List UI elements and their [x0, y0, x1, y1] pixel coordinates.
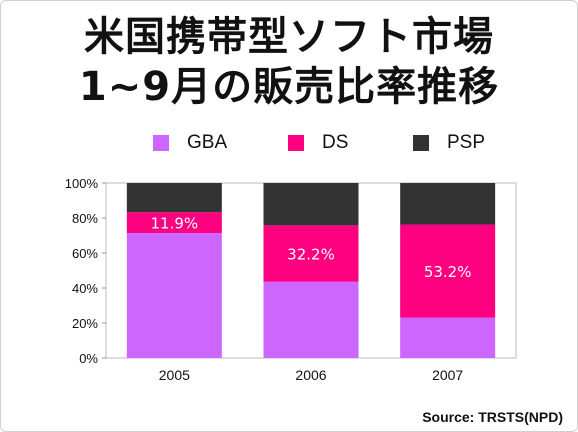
- legend-item-ds: DS: [288, 131, 348, 155]
- legend-swatch-psp: [413, 135, 429, 151]
- x-tick-label-2005: 2005: [159, 367, 190, 383]
- y-tick-label: 0%: [79, 351, 98, 366]
- y-tick-label: 60%: [72, 246, 98, 261]
- y-tick-label: 100%: [65, 176, 99, 191]
- bar-psp-2007: [400, 183, 496, 225]
- legend-item-gba: GBA: [153, 131, 227, 155]
- bar-gba-2007: [400, 317, 496, 358]
- legend-swatch-gba: [153, 135, 169, 151]
- legend-label-psp: PSP: [447, 132, 486, 153]
- bar-ds-2006: [263, 225, 359, 282]
- legend-label-gba: GBA: [187, 132, 228, 153]
- legend-item-psp: PSP: [413, 131, 485, 155]
- legend: GBA DS PSP: [1, 131, 577, 155]
- chart-title-line1: 米国携帯型ソフト市場: [84, 14, 494, 60]
- bar-psp-2005: [126, 183, 222, 213]
- bar-ds-2005: [126, 212, 222, 234]
- legend-swatch-ds: [288, 135, 304, 151]
- bar-gba-2005: [126, 233, 222, 358]
- chart-title-line2: 1~9月の販売比率推移: [78, 64, 500, 110]
- data-label-ds-2005: 11.9%: [151, 215, 199, 233]
- data-label-ds-2006: 32.2%: [287, 246, 335, 264]
- data-label-ds-2007: 53.2%: [424, 263, 472, 281]
- legend-label-ds: DS: [322, 132, 349, 153]
- y-tick-label: 40%: [72, 281, 98, 296]
- bar-ds-2007: [400, 224, 496, 318]
- x-tick-label-2007: 2007: [432, 367, 463, 383]
- bar-psp-2006: [263, 183, 359, 226]
- bar-gba-2006: [263, 281, 359, 358]
- y-tick-label: 80%: [72, 211, 98, 226]
- x-tick-label-2006: 2006: [295, 367, 326, 383]
- source-note: Source: TRSTS(NPD): [422, 409, 563, 425]
- y-tick-label: 20%: [72, 316, 98, 331]
